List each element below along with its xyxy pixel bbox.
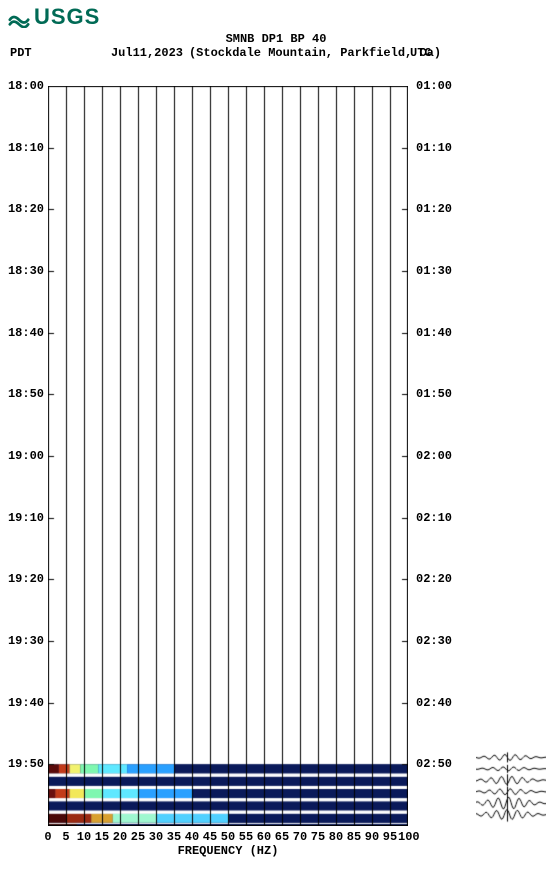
- x-tick: 45: [200, 830, 220, 844]
- x-tick: 80: [326, 830, 346, 844]
- y-right-tick: 01:30: [416, 264, 452, 278]
- y-left-tick: 18:30: [4, 264, 44, 278]
- location-label: (Stockdale Mountain, Parkfield, Ca): [189, 46, 441, 60]
- y-right-tick: 02:40: [416, 696, 452, 710]
- y-right-tick: 02:10: [416, 511, 452, 525]
- x-tick: 35: [164, 830, 184, 844]
- x-tick: 85: [344, 830, 364, 844]
- y-right-tick: 02:20: [416, 572, 452, 586]
- x-tick: 25: [128, 830, 148, 844]
- wave-icon: [8, 6, 30, 28]
- y-left-tick: 18:00: [4, 79, 44, 93]
- x-tick: 90: [362, 830, 382, 844]
- y-left-tick: 18:20: [4, 202, 44, 216]
- tz-left: PDT: [10, 46, 32, 60]
- x-tick: 30: [146, 830, 166, 844]
- x-tick: 95: [380, 830, 400, 844]
- x-tick: 65: [272, 830, 292, 844]
- x-tick: 75: [308, 830, 328, 844]
- x-tick: 40: [182, 830, 202, 844]
- y-right-tick: 01:00: [416, 79, 452, 93]
- y-right-tick: 01:10: [416, 141, 452, 155]
- x-tick: 20: [110, 830, 130, 844]
- waveform-traces: [476, 746, 546, 826]
- y-right-tick: 02:00: [416, 449, 452, 463]
- x-axis-title: FREQUENCY (HZ): [48, 844, 408, 858]
- chart-title: SMNB DP1 BP 40: [0, 32, 552, 46]
- y-left-tick: 19:00: [4, 449, 44, 463]
- x-tick: 10: [74, 830, 94, 844]
- y-right-tick: 02:30: [416, 634, 452, 648]
- date-label: Jul11,2023: [111, 46, 183, 60]
- x-tick: 100: [398, 830, 418, 844]
- tz-right: UTC: [410, 46, 432, 60]
- x-tick: 55: [236, 830, 256, 844]
- x-tick: 0: [38, 830, 58, 844]
- usgs-logo: USGS: [8, 4, 100, 30]
- y-left-tick: 18:50: [4, 387, 44, 401]
- y-left-tick: 19:40: [4, 696, 44, 710]
- y-left-tick: 19:30: [4, 634, 44, 648]
- x-tick: 60: [254, 830, 274, 844]
- y-right-tick: 02:50: [416, 757, 452, 771]
- y-right-tick: 01:40: [416, 326, 452, 340]
- y-left-tick: 19:20: [4, 572, 44, 586]
- y-left-tick: 19:50: [4, 757, 44, 771]
- x-tick: 70: [290, 830, 310, 844]
- y-left-tick: 18:10: [4, 141, 44, 155]
- page: USGS SMNB DP1 BP 40 Jul11,2023 (Stockdal…: [0, 0, 552, 892]
- x-tick: 5: [56, 830, 76, 844]
- y-left-tick: 18:40: [4, 326, 44, 340]
- spectrogram-chart: [48, 86, 408, 826]
- y-right-tick: 01:50: [416, 387, 452, 401]
- chart-titles: SMNB DP1 BP 40 Jul11,2023 (Stockdale Mou…: [0, 32, 552, 60]
- usgs-text: USGS: [34, 4, 100, 30]
- y-left-tick: 19:10: [4, 511, 44, 525]
- x-tick: 50: [218, 830, 238, 844]
- y-right-tick: 01:20: [416, 202, 452, 216]
- spectrogram-canvas: [48, 86, 408, 826]
- x-tick: 15: [92, 830, 112, 844]
